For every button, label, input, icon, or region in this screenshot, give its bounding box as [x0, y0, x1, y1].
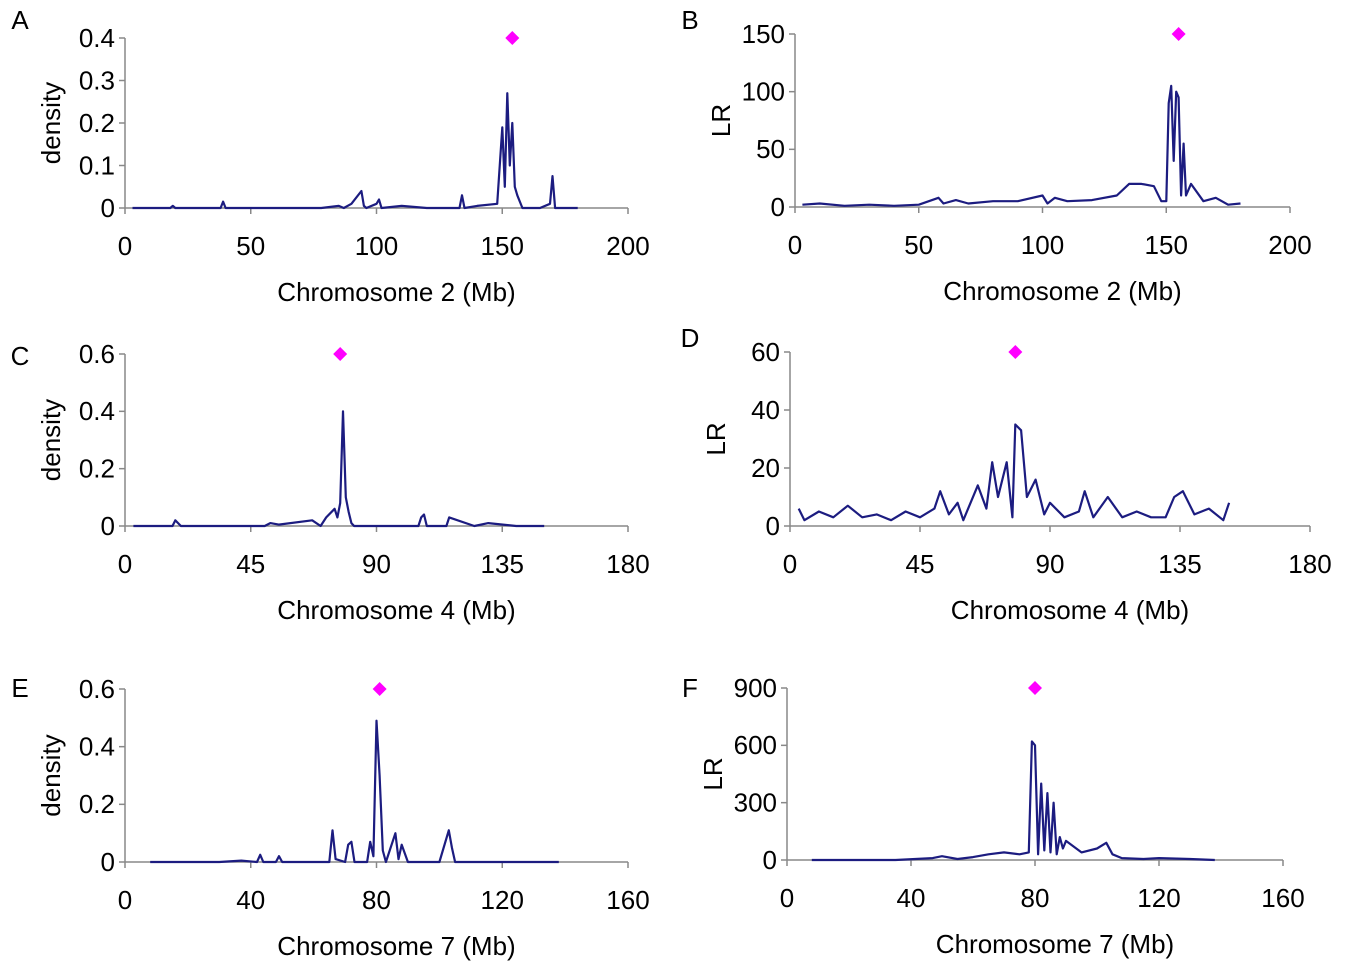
x-tick-label: 0	[118, 549, 132, 579]
x-tick-label: 0	[118, 885, 132, 915]
data-line	[132, 92, 578, 210]
data-line	[802, 84, 1241, 207]
x-tick-label: 0	[780, 883, 794, 913]
y-tick-label: 900	[734, 673, 777, 703]
x-tick-label: 50	[904, 230, 933, 260]
x-tick-label: 100	[355, 231, 398, 261]
x-tick-label: 180	[1288, 549, 1331, 579]
y-tick-label: 0.1	[79, 150, 115, 180]
y-tick-label: 0.4	[79, 23, 115, 53]
peak-marker	[1008, 345, 1023, 359]
x-tick-label: 135	[481, 549, 524, 579]
x-tick-label: 135	[1158, 549, 1201, 579]
y-tick-label: 50	[756, 134, 785, 164]
x-tick-label: 90	[362, 549, 391, 579]
y-axis-title: LR	[698, 757, 728, 790]
x-tick-label: 160	[1261, 883, 1304, 913]
panel-label: D	[681, 323, 700, 353]
y-tick-label: 40	[751, 395, 780, 425]
panel-label: E	[11, 673, 28, 703]
x-tick-label: 200	[1268, 230, 1311, 260]
y-axis-title: LR	[706, 104, 736, 137]
data-line	[150, 719, 559, 864]
panel-label: C	[11, 341, 30, 371]
panel-label: A	[11, 5, 29, 35]
x-tick-label: 45	[236, 549, 265, 579]
x-tick-label: 100	[1021, 230, 1064, 260]
data-line	[797, 423, 1231, 522]
x-tick-label: 40	[897, 883, 926, 913]
data-line	[133, 410, 545, 528]
peak-marker	[1171, 27, 1186, 41]
x-axis-title: Chromosome 4 (Mb)	[277, 595, 515, 625]
x-axis-title: Chromosome 4 (Mb)	[951, 595, 1189, 625]
y-tick-label: 100	[742, 77, 785, 107]
y-tick-label: 0	[101, 193, 115, 223]
x-tick-label: 150	[481, 231, 524, 261]
y-tick-label: 60	[751, 337, 780, 367]
x-tick-label: 50	[236, 231, 265, 261]
y-tick-label: 0	[763, 845, 777, 875]
x-tick-label: 45	[906, 549, 935, 579]
y-tick-label: 0.2	[79, 789, 115, 819]
x-axis-title: Chromosome 7 (Mb)	[277, 931, 515, 961]
x-tick-label: 0	[783, 549, 797, 579]
peak-marker	[372, 682, 387, 696]
panel-label: B	[681, 5, 698, 35]
x-axis-title: Chromosome 2 (Mb)	[277, 277, 515, 307]
y-axis-title: density	[36, 399, 66, 481]
y-tick-label: 0	[101, 511, 115, 541]
y-tick-label: 0.3	[79, 65, 115, 95]
x-tick-label: 200	[606, 231, 649, 261]
x-tick-label: 120	[1137, 883, 1180, 913]
panel-label: F	[682, 673, 698, 703]
y-tick-label: 0.4	[79, 732, 115, 762]
y-tick-label: 0.4	[79, 396, 115, 426]
y-tick-label: 600	[734, 730, 777, 760]
x-tick-label: 0	[788, 230, 802, 260]
peak-marker	[1028, 681, 1042, 695]
x-tick-label: 0	[118, 231, 132, 261]
x-tick-label: 40	[236, 885, 265, 915]
x-tick-label: 180	[606, 549, 649, 579]
x-axis-title: Chromosome 7 (Mb)	[936, 929, 1174, 959]
x-tick-label: 80	[362, 885, 391, 915]
y-tick-label: 0	[771, 192, 785, 222]
y-tick-label: 0.2	[79, 454, 115, 484]
y-axis-title: density	[36, 82, 66, 164]
y-tick-label: 20	[751, 453, 780, 483]
data-line	[811, 740, 1215, 862]
y-tick-label: 0	[101, 847, 115, 877]
x-tick-label: 90	[1036, 549, 1065, 579]
x-tick-label: 80	[1021, 883, 1050, 913]
x-tick-label: 150	[1145, 230, 1188, 260]
y-tick-label: 0.6	[79, 339, 115, 369]
x-axis-title: Chromosome 2 (Mb)	[943, 276, 1181, 306]
x-tick-label: 120	[481, 885, 524, 915]
peak-marker	[333, 347, 348, 361]
peak-marker	[505, 31, 520, 45]
y-tick-label: 150	[742, 19, 785, 49]
y-axis-title: LR	[701, 422, 731, 455]
y-tick-label: 0	[766, 511, 780, 541]
y-tick-label: 0.6	[79, 674, 115, 704]
y-axis-title: density	[36, 734, 66, 816]
x-tick-label: 160	[606, 885, 649, 915]
y-tick-label: 300	[734, 788, 777, 818]
y-tick-label: 0.2	[79, 108, 115, 138]
